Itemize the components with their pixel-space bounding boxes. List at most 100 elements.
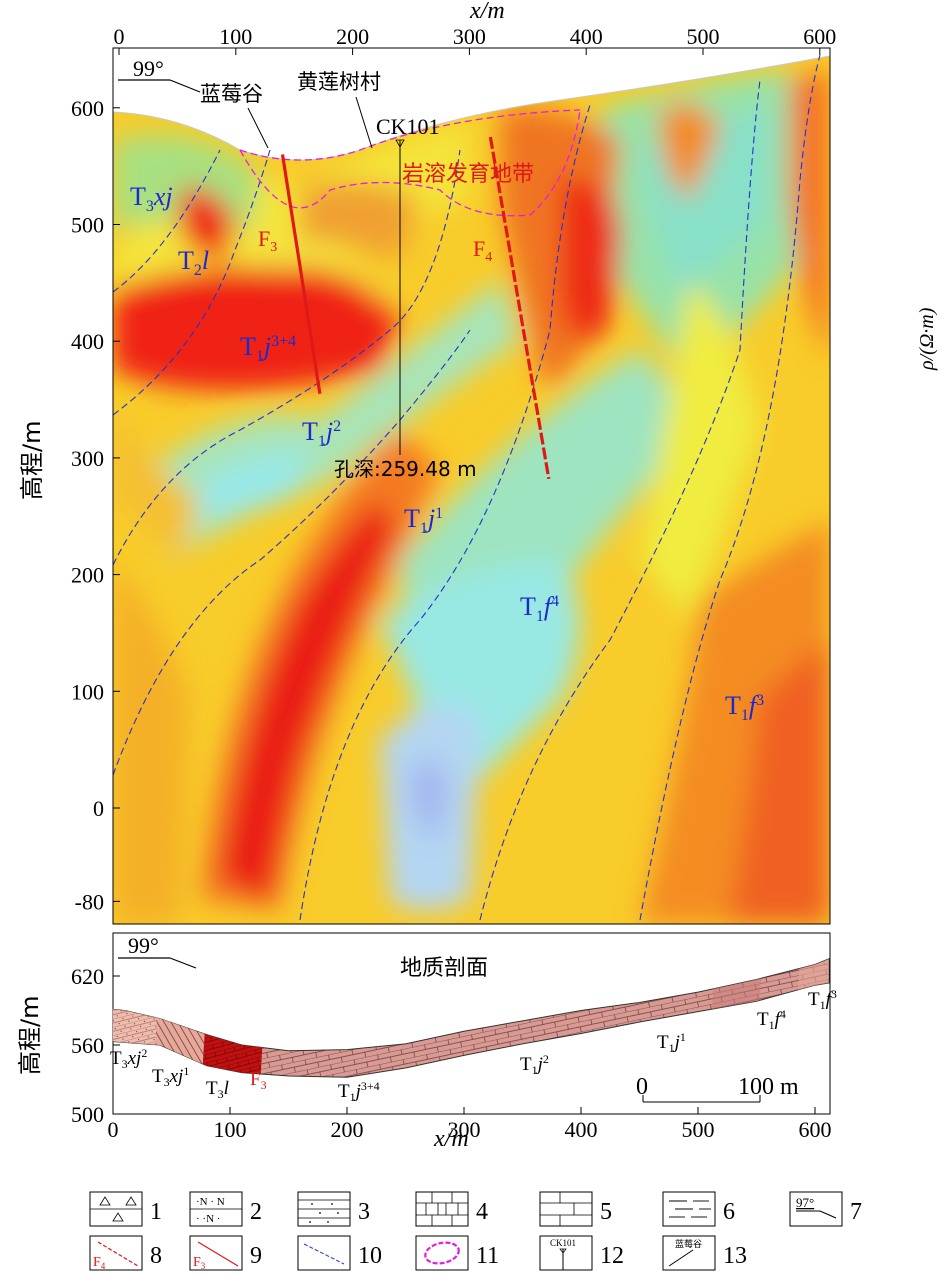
legend-number: 2: [250, 1199, 262, 1225]
x-tick-label-top: 0: [114, 24, 125, 49]
section-frame: [112, 932, 831, 1115]
svg-text:CK101: CK101: [550, 1238, 576, 1248]
axes: 0 100 200 300 400 500 600 -80 0 100 200 300 400 500 60…: [71, 24, 836, 914]
legend-number: 3: [358, 1199, 370, 1225]
y-tick-label: 300: [71, 446, 104, 471]
svg-text:·N · N: ·N · N: [196, 1196, 225, 1208]
legend-swatch: [789, 1191, 843, 1227]
azimuth-indicator: 99°: [118, 56, 201, 93]
fault-f3: [280, 154, 322, 394]
colorbar-label: ρ/(Ω·m): [916, 307, 938, 371]
y-tick-label: 400: [71, 329, 104, 354]
x-tick-label-top: 100: [219, 24, 252, 49]
scale-end: 100 m: [738, 1074, 799, 1100]
legend-item-5: 5: [539, 1191, 612, 1227]
x-tick-label-bottom: 100: [214, 1117, 247, 1142]
legend-item-1: 1: [89, 1191, 162, 1227]
unit-label-bottom-0: T3xj2: [110, 1046, 147, 1071]
unit-label-top-4: T1j1: [404, 504, 443, 537]
legend-item-4: 4: [415, 1191, 488, 1227]
x-tick-label-bottom: 600: [799, 1117, 832, 1142]
borehole-label: CK101: [376, 114, 440, 139]
unit-label-top-3: T1j2: [302, 417, 341, 450]
legend: 1 ·N · N · ·N · 2 3 4 5 6 97° 7 F4 8 F3 9 10 11 CK101 12 蓝…: [89, 1191, 862, 1271]
x-tick-label-bottom: 300: [448, 1117, 481, 1142]
azimuth-label: 99°: [133, 56, 164, 81]
x-tick-label-top: 400: [570, 24, 603, 49]
azimuth-indicator-bottom: 99°: [118, 933, 197, 969]
y-tick-label-bottom: 560: [71, 1033, 104, 1058]
legend-item-6: 6: [662, 1191, 735, 1227]
y-tick-label: 200: [71, 563, 104, 588]
svg-text:蓝莓谷: 蓝莓谷: [675, 1238, 702, 1250]
y-tick-label: 500: [71, 213, 104, 238]
scale-bar: 0 100 m: [636, 1074, 799, 1103]
y-tick-label-bottom: 620: [71, 964, 104, 989]
x-tick-label-bottom: 0: [108, 1117, 119, 1142]
x-tick-label-top: 500: [687, 24, 720, 49]
y-axis-label: 高程/m: [18, 421, 46, 500]
section-title: 地质剖面: [400, 956, 488, 981]
boundary-lines: [113, 54, 821, 921]
legend-swatch: [539, 1191, 593, 1227]
legend-number: 1: [150, 1199, 162, 1225]
legend-swatch: [297, 1235, 351, 1271]
unit-label-bottom-8: T1f3: [808, 987, 837, 1012]
svg-text:F4: F4: [93, 1255, 106, 1271]
legend-item-8: F4 8: [89, 1235, 162, 1271]
unit-label-bottom-5: T1j2: [520, 1052, 549, 1077]
legend-number: 10: [358, 1243, 382, 1269]
y-tick-label: 0: [93, 796, 104, 821]
svg-text:F3: F3: [193, 1255, 206, 1271]
unit-label-top-2: T1j3+4: [240, 332, 296, 365]
legend-item-3: 3: [297, 1191, 370, 1227]
legend-swatch: [415, 1191, 469, 1227]
unit-label-bottom-6: T1j1: [657, 1030, 686, 1055]
legend-number: 7: [850, 1199, 862, 1225]
borehole-depth-label: 孔深:259.48 m: [334, 457, 477, 481]
unit-label-bottom-2: T3l: [206, 1078, 229, 1101]
legend-number: 13: [723, 1243, 747, 1269]
x-axis-label-bottom: x/m: [433, 1126, 469, 1152]
axes-bottom: 0 100 200 300 400 500 600 500 560 620: [71, 964, 832, 1142]
azimuth-label-bottom: 99°: [128, 933, 159, 958]
x-tick-label-bottom: 200: [331, 1117, 364, 1142]
svg-text:97°: 97°: [796, 1195, 814, 1210]
y-tick-label-bottom: 500: [71, 1102, 104, 1127]
y-tick-label: 100: [71, 679, 104, 704]
legend-number: 11: [476, 1243, 499, 1269]
x-tick-label-bottom: 400: [565, 1117, 598, 1142]
legend-swatch: [415, 1235, 469, 1271]
legend-item-13: 蓝莓谷 13: [662, 1235, 747, 1271]
y-tick-label: -80: [75, 889, 104, 914]
karst-zone-label: 岩溶发育地带: [402, 162, 534, 187]
legend-item-12: CK101 12: [539, 1235, 624, 1271]
y-tick-label: 600: [71, 96, 104, 121]
unit-label-top-0: T3xj: [130, 182, 173, 215]
svg-text:· ·N ·: · ·N ·: [196, 1213, 220, 1225]
x-axis-label-top: x/m: [469, 0, 505, 24]
legend-number: 5: [600, 1199, 612, 1225]
y-axis-label-bottom: 高程/m: [16, 996, 44, 1075]
karst-zone-outline: [239, 109, 581, 217]
legend-number: 8: [150, 1243, 162, 1269]
legend-item-9: F3 9: [189, 1235, 262, 1271]
plot-frame: [112, 47, 831, 925]
legend-number: 9: [250, 1243, 262, 1269]
place-label-huanglianshu: 黄莲树村: [297, 70, 381, 94]
legend-number: 4: [476, 1199, 488, 1225]
legend-swatch: [539, 1235, 593, 1271]
unit-label-bottom-1: T3xj1: [152, 1064, 189, 1089]
legend-number: 6: [723, 1199, 735, 1225]
unit-label-bottom-7: T1f4: [757, 1007, 786, 1032]
resistivity-section: 99° 蓝莓谷 黄莲树村 CK101 岩溶发育地带 孔深:259.48 m F3…: [18, 0, 938, 925]
unit-label-top-1: T2l: [178, 246, 209, 279]
resistivity-field: [113, 70, 830, 924]
x-tick-label-top: 600: [803, 24, 836, 49]
place-label-lanmeigu: 蓝莓谷: [200, 82, 263, 106]
scale-start: 0: [636, 1074, 648, 1100]
